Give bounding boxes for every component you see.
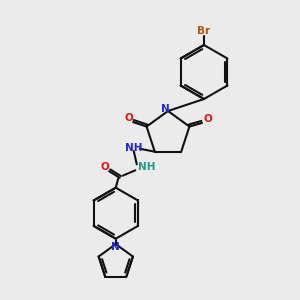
Text: O: O [124, 112, 133, 122]
Text: O: O [203, 114, 212, 124]
Text: NH: NH [125, 143, 142, 153]
Text: N: N [111, 242, 120, 252]
Text: N: N [161, 103, 170, 114]
Text: Br: Br [197, 26, 211, 37]
Text: NH: NH [138, 162, 156, 172]
Text: O: O [100, 162, 109, 172]
